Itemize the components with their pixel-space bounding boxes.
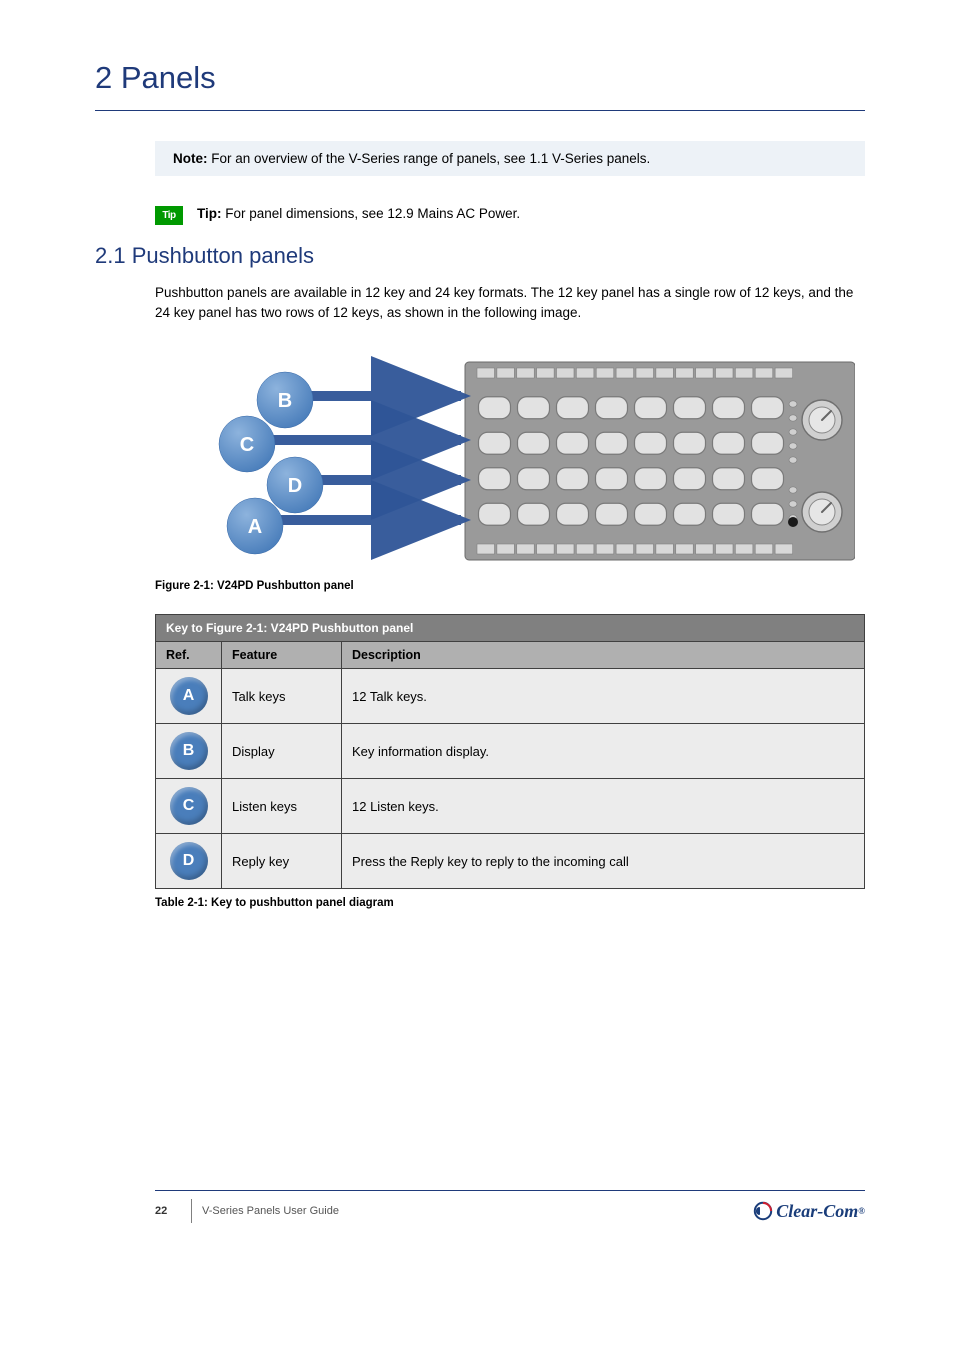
svg-text:B: B bbox=[278, 390, 292, 412]
svg-text:C: C bbox=[240, 434, 254, 456]
description-cell: 12 Talk keys. bbox=[342, 669, 865, 724]
table-row: C Listen keys12 Listen keys. bbox=[156, 779, 865, 834]
figure: B C D A bbox=[155, 340, 855, 570]
svg-text:D: D bbox=[288, 475, 302, 497]
page-footer: 22 V-Series Panels User Guide Clear-Com® bbox=[155, 1190, 865, 1223]
tip-swatch-text: Tip bbox=[162, 210, 175, 221]
brand-text: Clear-Com bbox=[776, 1201, 858, 1222]
tip-text-wrap: Tip: For panel dimensions, see 12.9 Main… bbox=[197, 206, 520, 221]
table-row: D Reply keyPress the Reply key to reply t… bbox=[156, 834, 865, 889]
feature-cell: Display bbox=[222, 724, 342, 779]
tip-swatch: Tip bbox=[155, 206, 183, 225]
section-number: 2.1 bbox=[95, 243, 126, 268]
ref-cell: B bbox=[156, 724, 222, 779]
chapter-number: 2 bbox=[95, 60, 112, 95]
section-heading: 2.1 Pushbutton panels bbox=[95, 243, 865, 269]
tip-label: Tip: bbox=[197, 206, 222, 221]
table-row: A Talk keys12 Talk keys. bbox=[156, 669, 865, 724]
figure-caption: Figure 2-1: V24PD Pushbutton panel bbox=[155, 580, 865, 592]
feature-cell: Listen keys bbox=[222, 779, 342, 834]
ref-bubble: B bbox=[170, 732, 208, 770]
col-desc: Description bbox=[342, 642, 865, 669]
brand-logo: Clear-Com® bbox=[753, 1201, 865, 1222]
col-ref: Ref. bbox=[156, 642, 222, 669]
note-label: Note: bbox=[173, 151, 208, 166]
section-title: Pushbutton panels bbox=[132, 243, 314, 268]
table-row: B DisplayKey information display. bbox=[156, 724, 865, 779]
chapter-title-text: Panels bbox=[121, 60, 216, 95]
page-number: 22 bbox=[155, 1205, 181, 1217]
ref-cell: A bbox=[156, 669, 222, 724]
tip-text: For panel dimensions, see 12.9 Mains AC … bbox=[225, 206, 520, 221]
tip-row: Tip Tip: For panel dimensions, see 12.9 … bbox=[155, 206, 865, 225]
brand-logo-icon bbox=[753, 1201, 773, 1221]
col-feature: Feature bbox=[222, 642, 342, 669]
ref-cell: D bbox=[156, 834, 222, 889]
doc-title: V-Series Panels User Guide bbox=[202, 1205, 753, 1217]
ref-bubble: D bbox=[170, 842, 208, 880]
description-cell: Key information display. bbox=[342, 724, 865, 779]
feature-cell: Reply key bbox=[222, 834, 342, 889]
svg-text:A: A bbox=[248, 516, 262, 538]
footer-divider bbox=[191, 1199, 192, 1223]
description-table: Key to Figure 2-1: V24PD Pushbutton pane… bbox=[155, 614, 865, 889]
note-box: Note: For an overview of the V-Series ra… bbox=[155, 141, 865, 176]
table-caption: Table 2-1: Key to pushbutton panel diagr… bbox=[155, 897, 865, 909]
figure-svg: B C D A bbox=[155, 340, 855, 570]
ref-bubble: C bbox=[170, 787, 208, 825]
feature-cell: Talk keys bbox=[222, 669, 342, 724]
brand-reg: ® bbox=[858, 1206, 865, 1216]
description-cell: Press the Reply key to reply to the inco… bbox=[342, 834, 865, 889]
body-paragraph: Pushbutton panels are available in 12 ke… bbox=[155, 283, 865, 322]
description-cell: 12 Listen keys. bbox=[342, 779, 865, 834]
chapter-title: 2 Panels bbox=[95, 60, 865, 111]
table-header: Key to Figure 2-1: V24PD Pushbutton pane… bbox=[156, 615, 865, 642]
ref-cell: C bbox=[156, 779, 222, 834]
ref-bubble: A bbox=[170, 677, 208, 715]
note-text: For an overview of the V-Series range of… bbox=[211, 151, 650, 166]
